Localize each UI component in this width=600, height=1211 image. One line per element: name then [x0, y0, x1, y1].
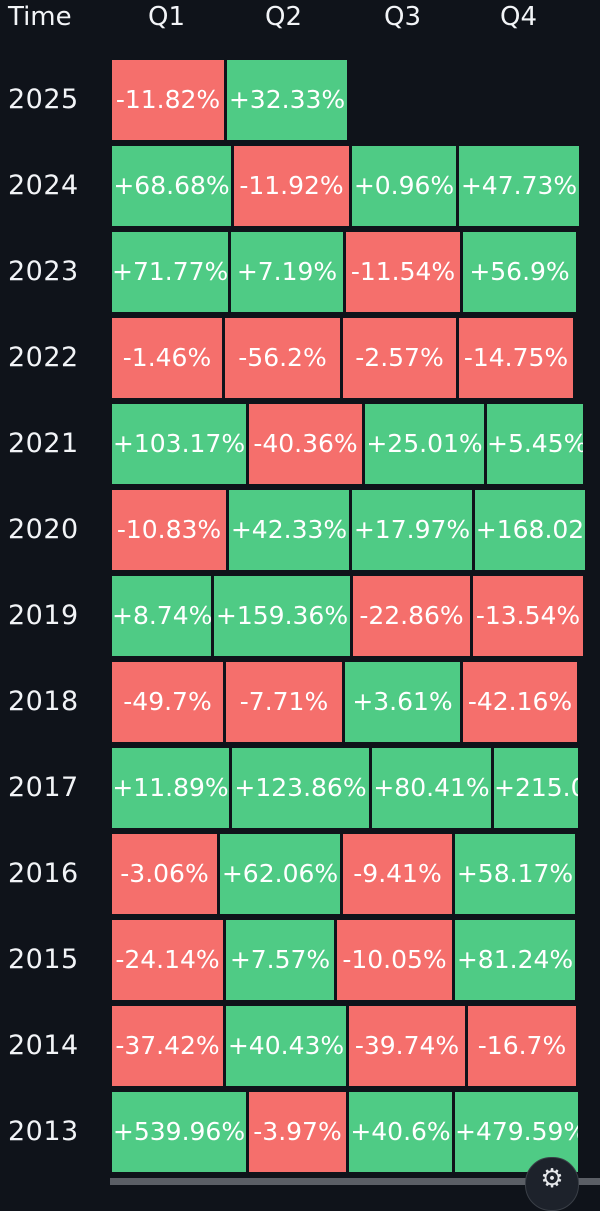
year-label: 2025 [8, 84, 79, 115]
return-cell-q2[interactable]: +7.57% [226, 920, 334, 1000]
return-cell-q2[interactable]: +42.33% [229, 490, 349, 570]
return-cell-q4[interactable]: +5.45% [487, 404, 583, 484]
year-label: 2020 [8, 514, 79, 545]
return-cell-q1[interactable]: -49.7% [112, 662, 223, 742]
year-label: 2022 [8, 342, 79, 373]
return-cell-q4[interactable]: +47.73% [459, 146, 579, 226]
settings-button[interactable]: ⚙ [525, 1157, 579, 1211]
return-cell-q3[interactable]: +3.61% [345, 662, 460, 742]
return-cell-q4[interactable]: -16.7% [468, 1006, 576, 1086]
return-cell-q1[interactable]: +103.17% [112, 404, 246, 484]
return-cell-q1[interactable]: -11.82% [112, 60, 224, 140]
return-cell-q3[interactable]: +17.97% [352, 490, 472, 570]
year-label: 2017 [8, 772, 79, 803]
return-cell-q4[interactable]: -13.54% [473, 576, 583, 656]
return-cell-q2[interactable]: +40.43% [226, 1006, 346, 1086]
return-cell-q3[interactable]: -10.05% [337, 920, 452, 1000]
return-cell-q3[interactable]: +0.96% [352, 146, 456, 226]
next-row-partial [110, 1178, 600, 1185]
q3-column-header: Q3 [384, 2, 422, 32]
return-cell-q3[interactable]: -2.57% [343, 318, 456, 398]
return-cell-q1[interactable]: +539.96% [112, 1092, 246, 1172]
return-cell-q2[interactable]: +123.86% [232, 748, 369, 828]
return-cell-q4[interactable]: +56.9% [463, 232, 576, 312]
return-cell-q4[interactable]: -14.75% [459, 318, 573, 398]
return-cell-q3[interactable]: +25.01% [365, 404, 484, 484]
return-cell-q1[interactable]: +68.68% [112, 146, 231, 226]
year-label: 2014 [8, 1030, 79, 1061]
return-cell-q2[interactable]: -11.92% [234, 146, 349, 226]
year-label: 2024 [8, 170, 79, 201]
return-cell-q3[interactable]: +80.41% [372, 748, 491, 828]
return-cell-q4[interactable]: +81.24% [455, 920, 575, 1000]
year-label: 2015 [8, 944, 79, 975]
return-cell-q2[interactable]: +7.19% [231, 232, 343, 312]
return-cell-q1[interactable]: -37.42% [112, 1006, 223, 1086]
year-label: 2018 [8, 686, 79, 717]
return-cell-q3[interactable]: -22.86% [353, 576, 470, 656]
return-cell-q1[interactable]: -3.06% [112, 834, 217, 914]
table-header: Time Q1 Q2 Q3 Q4 [0, 0, 600, 40]
return-cell-q4[interactable]: +215.0 [494, 748, 578, 828]
return-cell-q2[interactable]: +62.06% [220, 834, 340, 914]
year-label: 2019 [8, 600, 79, 631]
year-label: 2021 [8, 428, 79, 459]
return-cell-q2[interactable]: -3.97% [249, 1092, 346, 1172]
year-label: 2013 [8, 1116, 79, 1147]
return-cell-q3[interactable]: -11.54% [346, 232, 460, 312]
gear-icon: ⚙ [540, 1164, 564, 1194]
return-cell-q3[interactable]: +40.6% [349, 1092, 452, 1172]
year-label: 2023 [8, 256, 79, 287]
return-cell-q2[interactable]: -56.2% [225, 318, 340, 398]
return-cell-q2[interactable]: +159.36% [214, 576, 350, 656]
return-cell-q2[interactable]: -40.36% [249, 404, 362, 484]
return-cell-q1[interactable]: -24.14% [112, 920, 223, 1000]
return-cell-q2[interactable]: -7.71% [226, 662, 342, 742]
year-label: 2016 [8, 858, 79, 889]
time-column-header: Time [8, 2, 72, 32]
return-cell-q3[interactable]: -9.41% [343, 834, 452, 914]
return-cell-q4[interactable]: +168.02 [475, 490, 585, 570]
q2-column-header: Q2 [265, 2, 303, 32]
return-cell-q3[interactable]: -39.74% [349, 1006, 465, 1086]
return-cell-q2[interactable]: +32.33% [227, 60, 347, 140]
return-cell-q1[interactable]: -1.46% [112, 318, 222, 398]
return-cell-q4[interactable]: +58.17% [455, 834, 575, 914]
q4-column-header: Q4 [500, 2, 538, 32]
return-cell-q1[interactable]: +71.77% [112, 232, 228, 312]
return-cell-q1[interactable]: +11.89% [112, 748, 229, 828]
return-cell-q1[interactable]: -10.83% [112, 490, 226, 570]
return-cell-q1[interactable]: +8.74% [112, 576, 211, 656]
return-cell-q4[interactable]: -42.16% [463, 662, 577, 742]
q1-column-header: Q1 [148, 2, 186, 32]
